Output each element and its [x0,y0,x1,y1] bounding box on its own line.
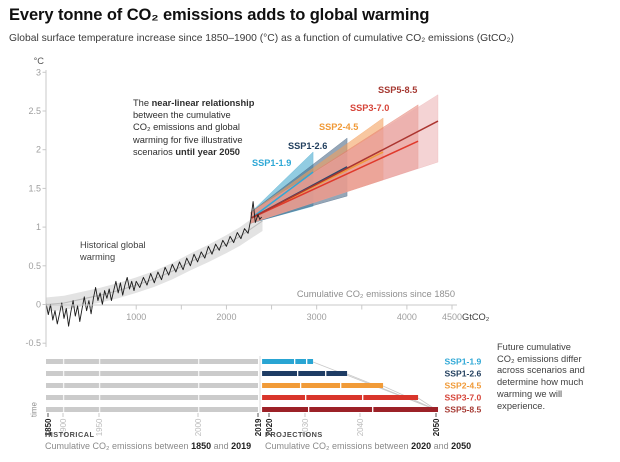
timeline-label-SSP2-4.5: SSP2-4.5 [445,381,482,391]
future-emissions-note: Future cumulative CO₂ emissions differ acr… [497,342,585,411]
year-label-2019: 2019 [254,418,263,436]
y-tick-label: 0 [36,300,41,310]
year-label-2040: 2040 [356,418,365,436]
x-tick-label: 4000 [397,312,417,322]
y-tick-label: 1.5 [28,183,41,193]
timeline-bar-historical-SSP3-7.0 [46,395,259,400]
year-label-2030: 2030 [301,418,310,436]
year-label-1950: 1950 [95,418,104,436]
year-label-2050: 2050 [432,418,441,436]
timeline-decade-tick [305,395,307,400]
x-tick-label: 4500 [442,312,462,322]
timeline-decade-tick [299,383,302,388]
timeline-label-SSP3-7.0: SSP3-7.0 [445,393,482,403]
timeline-decade-tick [98,407,101,412]
legend-projections-text: Cumulative CO₂ emissions between 2020 an… [265,441,472,451]
year-label-1900: 1900 [59,418,68,436]
scenario-label-SSP1-2.6: SSP1-2.6 [288,141,327,151]
timeline-bar-projection-SSP1-1.9 [262,359,314,364]
y-tick-label: 3 [36,67,41,77]
year-label-2000: 2000 [194,418,203,436]
scenario-line-SSP1-1.9 [251,171,314,219]
timeline-decade-tick [98,395,101,400]
timeline-decade-tick [62,407,65,412]
timeline-decade-tick [198,383,200,388]
x-tick-label: 1000 [126,312,146,322]
timeline-decade-tick [296,371,299,376]
timeline-bar-projection-SSP1-2.6 [262,371,348,376]
x-tick-label: 2000 [216,312,236,322]
timeline-bar-historical-SSP1-1.9 [46,359,259,364]
timeline-decade-tick [98,383,101,388]
scenario-label-SSP1-1.9: SSP1-1.9 [252,158,291,168]
legend-projections-heading: PROJECTIONS [265,430,323,439]
legend-historical: HISTORICAL Cumulative CO₂ emissions betw… [45,430,251,451]
timeline-decade-tick [308,407,310,412]
historical-warming-label: Historical global warming [80,240,146,262]
timeline-bar-historical-SSP5-8.5 [46,407,259,412]
historical-line [45,201,262,327]
y-tick-label: 1 [36,222,41,232]
timeline-decade-tick [62,383,65,388]
timeline-decade-tick [198,407,200,412]
timeline-label-SSP1-2.6: SSP1-2.6 [445,369,482,379]
x-axis-unit: GtCO₂ [462,312,490,322]
timeline-decade-tick [198,359,200,364]
timeline-bar-projection-SSP3-7.0 [262,395,419,400]
timeline-decade-tick [62,395,65,400]
timeline-decade-tick [62,371,65,376]
historical-band [46,210,263,312]
legend-historical-heading: HISTORICAL [45,430,95,439]
timeline-decade-tick [198,395,200,400]
timeline-decade-tick [372,407,374,412]
y-tick-label: -0.5 [25,338,41,348]
timeline-decade-tick [294,359,296,364]
timeline-decade-tick [98,371,101,376]
timeline-decade-tick [325,371,327,376]
y-tick-label: 2 [36,145,41,155]
scenario-label-SSP2-4.5: SSP2-4.5 [319,122,358,132]
scenario-line-SSP3-7.0 [251,140,419,219]
timeline-decade-tick [340,383,342,388]
year-label-1850: 1850 [44,418,53,436]
timeline-decade-tick [198,371,200,376]
timeline-label-SSP1-1.9: SSP1-1.9 [445,357,482,367]
x-tick-label: 3000 [307,312,327,322]
y-tick-label: 0.5 [28,261,41,271]
timeline-decade-tick [62,359,65,364]
legend-projections: PROJECTIONS Cumulative CO₂ emissions bet… [265,430,471,451]
timeline-decade-tick [306,359,308,364]
timeline-bar-projection-SSP5-8.5 [262,407,439,412]
x-axis-caption: Cumulative CO₂ emissions since 1850 [297,289,455,299]
legend-historical-text: Cumulative CO₂ emissions between 1850 an… [45,441,252,451]
scenario-line-SSP5-8.5 [251,120,439,219]
timeline-label-SSP5-8.5: SSP5-8.5 [445,405,482,415]
y-axis-unit: °C [34,56,45,66]
timeline-decade-tick [362,395,364,400]
page-subtitle: Global surface temperature increase sinc… [9,33,514,44]
page-title: Every tonne of CO₂ emissions adds to glo… [9,6,430,24]
year-label-2020: 2020 [265,418,274,436]
chart-annotation: The near-linear relationship between the … [133,98,255,157]
scenario-label-SSP3-7.0: SSP3-7.0 [350,103,389,113]
y-tick-label: 2.5 [28,106,41,116]
timeline-bar-historical-SSP2-4.5 [46,383,259,388]
timeline-bar-historical-SSP1-2.6 [46,371,259,376]
scenario-label-SSP5-8.5: SSP5-8.5 [378,85,417,95]
timeline-decade-tick [98,359,101,364]
time-axis-label: time [30,401,39,417]
timeline-bar-projection-SSP2-4.5 [262,383,384,388]
guide-line-SSP1-2.6 [346,373,437,411]
